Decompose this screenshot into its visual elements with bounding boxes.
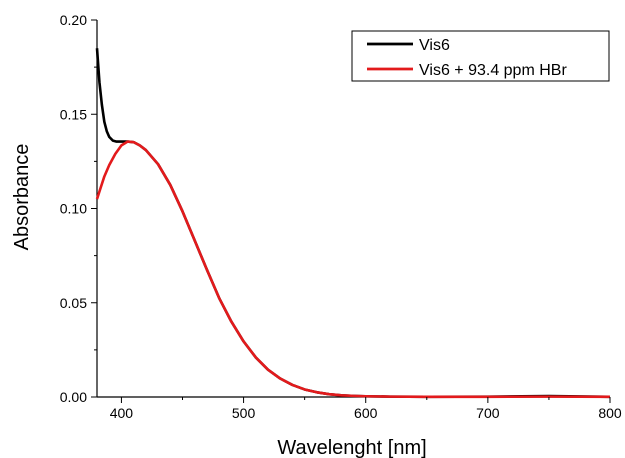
x-axis-title: Wavelenght [nm]: [277, 437, 426, 458]
y-tick-label: 0.20: [60, 12, 87, 28]
ticks: 400 500 600 700 800 0.00 0.05 0.10 0.15 0.20: [60, 12, 622, 421]
legend-label: Vis6 + 93.4 ppm HBr: [419, 62, 567, 79]
y-tick-label: 0.05: [60, 295, 87, 311]
x-tick-label: 800: [598, 405, 622, 421]
legend-label: Vis6: [419, 37, 450, 54]
y-tick-label: 0.00: [60, 389, 87, 405]
y-axis-title: Absorbance: [11, 144, 33, 251]
y-tick-label: 0.15: [60, 106, 87, 122]
series-line-vis6-hbr: [95, 140, 611, 399]
series-line-vis6: [95, 48, 611, 399]
y-tick-label: 0.10: [60, 201, 87, 217]
legend-box: [351, 30, 610, 82]
x-tick-label: 400: [110, 405, 134, 421]
x-tick-label: 500: [232, 405, 256, 421]
x-tick-label: 700: [476, 405, 500, 421]
x-tick-label: 600: [354, 405, 378, 421]
plot-area: [95, 48, 611, 399]
legend: Vis6 Vis6 + 93.4 ppm HBr: [351, 30, 610, 82]
